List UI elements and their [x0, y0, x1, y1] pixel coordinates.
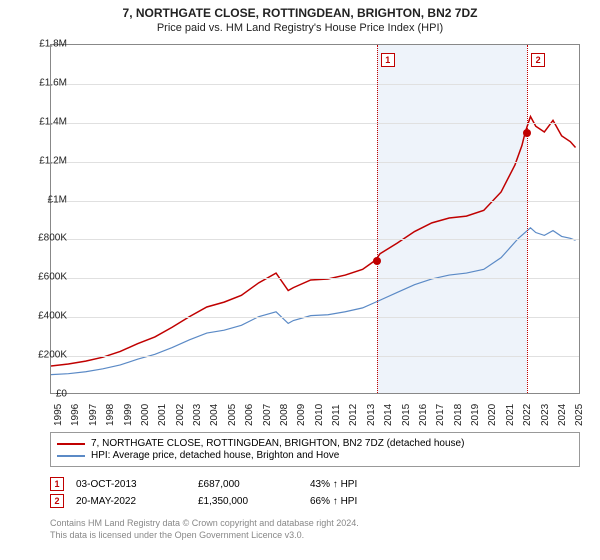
- x-axis-label: 2019: [470, 404, 481, 426]
- series-line: [51, 116, 576, 365]
- x-axis-label: 2007: [262, 404, 273, 426]
- gridline: [51, 123, 579, 124]
- marker-vline: [527, 45, 528, 393]
- marker-data-point: [523, 129, 531, 137]
- x-axis-label: 2017: [435, 404, 446, 426]
- x-axis-label: 1999: [123, 404, 134, 426]
- footer-attribution: Contains HM Land Registry data © Crown c…: [50, 518, 359, 541]
- x-axis-label: 1998: [105, 404, 116, 426]
- gridline: [51, 201, 579, 202]
- x-axis-label: 2018: [453, 404, 464, 426]
- title-block: 7, NORTHGATE CLOSE, ROTTINGDEAN, BRIGHTO…: [0, 0, 600, 34]
- transaction-row: 2 20-MAY-2022 £1,350,000 66% ↑ HPI: [50, 494, 580, 508]
- legend-box: 7, NORTHGATE CLOSE, ROTTINGDEAN, BRIGHTO…: [50, 432, 580, 467]
- x-axis-label: 2024: [557, 404, 568, 426]
- gridline: [51, 239, 579, 240]
- x-axis-label: 2005: [227, 404, 238, 426]
- transaction-pct: 43% ↑ HPI: [310, 479, 430, 490]
- chart-subtitle: Price paid vs. HM Land Registry's House …: [0, 22, 600, 34]
- transaction-row: 1 03-OCT-2013 £687,000 43% ↑ HPI: [50, 477, 580, 491]
- chart-lines: [51, 45, 579, 393]
- y-axis-label: £600K: [38, 272, 67, 283]
- x-axis-label: 2002: [175, 404, 186, 426]
- x-axis-label: 2010: [314, 404, 325, 426]
- marker-data-point: [373, 257, 381, 265]
- marker-label-box: 1: [381, 53, 395, 67]
- transaction-marker: 1: [50, 477, 64, 491]
- transactions-table: 1 03-OCT-2013 £687,000 43% ↑ HPI 2 20-MAY-202…: [50, 474, 580, 511]
- x-axis-label: 2003: [192, 404, 203, 426]
- x-axis-label: 2012: [348, 404, 359, 426]
- chart-container: 7, NORTHGATE CLOSE, ROTTINGDEAN, BRIGHTO…: [0, 0, 600, 560]
- x-axis-label: 2014: [383, 404, 394, 426]
- transaction-date: 20-MAY-2022: [76, 496, 186, 507]
- x-axis-label: 2023: [540, 404, 551, 426]
- legend-label: HPI: Average price, detached house, Brig…: [91, 450, 339, 461]
- x-axis-label: 1997: [88, 404, 99, 426]
- footer-line-1: Contains HM Land Registry data © Crown c…: [50, 518, 359, 530]
- y-axis-label: £800K: [38, 233, 67, 244]
- y-axis-label: £1.8M: [39, 39, 67, 50]
- gridline: [51, 356, 579, 357]
- y-axis-label: £1.4M: [39, 116, 67, 127]
- x-axis-label: 2000: [140, 404, 151, 426]
- x-axis-label: 1996: [70, 404, 81, 426]
- legend-item: HPI: Average price, detached house, Brig…: [57, 450, 573, 461]
- legend-swatch: [57, 443, 85, 445]
- gridline: [51, 84, 579, 85]
- transaction-date: 03-OCT-2013: [76, 479, 186, 490]
- transaction-marker: 2: [50, 494, 64, 508]
- x-axis-label: 2006: [244, 404, 255, 426]
- x-axis-label: 2008: [279, 404, 290, 426]
- gridline: [51, 278, 579, 279]
- y-axis-label: £200K: [38, 350, 67, 361]
- y-axis-label: £0: [56, 389, 67, 400]
- x-axis-label: 2022: [522, 404, 533, 426]
- gridline: [51, 162, 579, 163]
- x-axis-label: 2015: [401, 404, 412, 426]
- chart-title: 7, NORTHGATE CLOSE, ROTTINGDEAN, BRIGHTO…: [0, 6, 600, 20]
- transaction-price: £687,000: [198, 479, 298, 490]
- x-axis-label: 2013: [366, 404, 377, 426]
- x-axis-label: 2009: [296, 404, 307, 426]
- marker-label-box: 2: [531, 53, 545, 67]
- legend-item: 7, NORTHGATE CLOSE, ROTTINGDEAN, BRIGHTO…: [57, 438, 573, 449]
- y-axis-label: £1.6M: [39, 77, 67, 88]
- gridline: [51, 317, 579, 318]
- transaction-pct: 66% ↑ HPI: [310, 496, 430, 507]
- x-axis-label: 2016: [418, 404, 429, 426]
- x-axis-label: 2001: [157, 404, 168, 426]
- transaction-price: £1,350,000: [198, 496, 298, 507]
- series-line: [51, 228, 576, 375]
- x-axis-label: 2020: [487, 404, 498, 426]
- marker-vline: [377, 45, 378, 393]
- x-axis-label: 2021: [505, 404, 516, 426]
- y-axis-label: £400K: [38, 311, 67, 322]
- y-axis-label: £1.2M: [39, 155, 67, 166]
- y-axis-label: £1M: [48, 194, 67, 205]
- plot-area: 12: [50, 44, 580, 394]
- footer-line-2: This data is licensed under the Open Gov…: [50, 530, 359, 542]
- legend-label: 7, NORTHGATE CLOSE, ROTTINGDEAN, BRIGHTO…: [91, 438, 464, 449]
- x-axis-label: 2025: [574, 404, 585, 426]
- x-axis-label: 1995: [53, 404, 64, 426]
- x-axis-label: 2011: [331, 404, 342, 426]
- legend-swatch: [57, 455, 85, 457]
- x-axis-label: 2004: [209, 404, 220, 426]
